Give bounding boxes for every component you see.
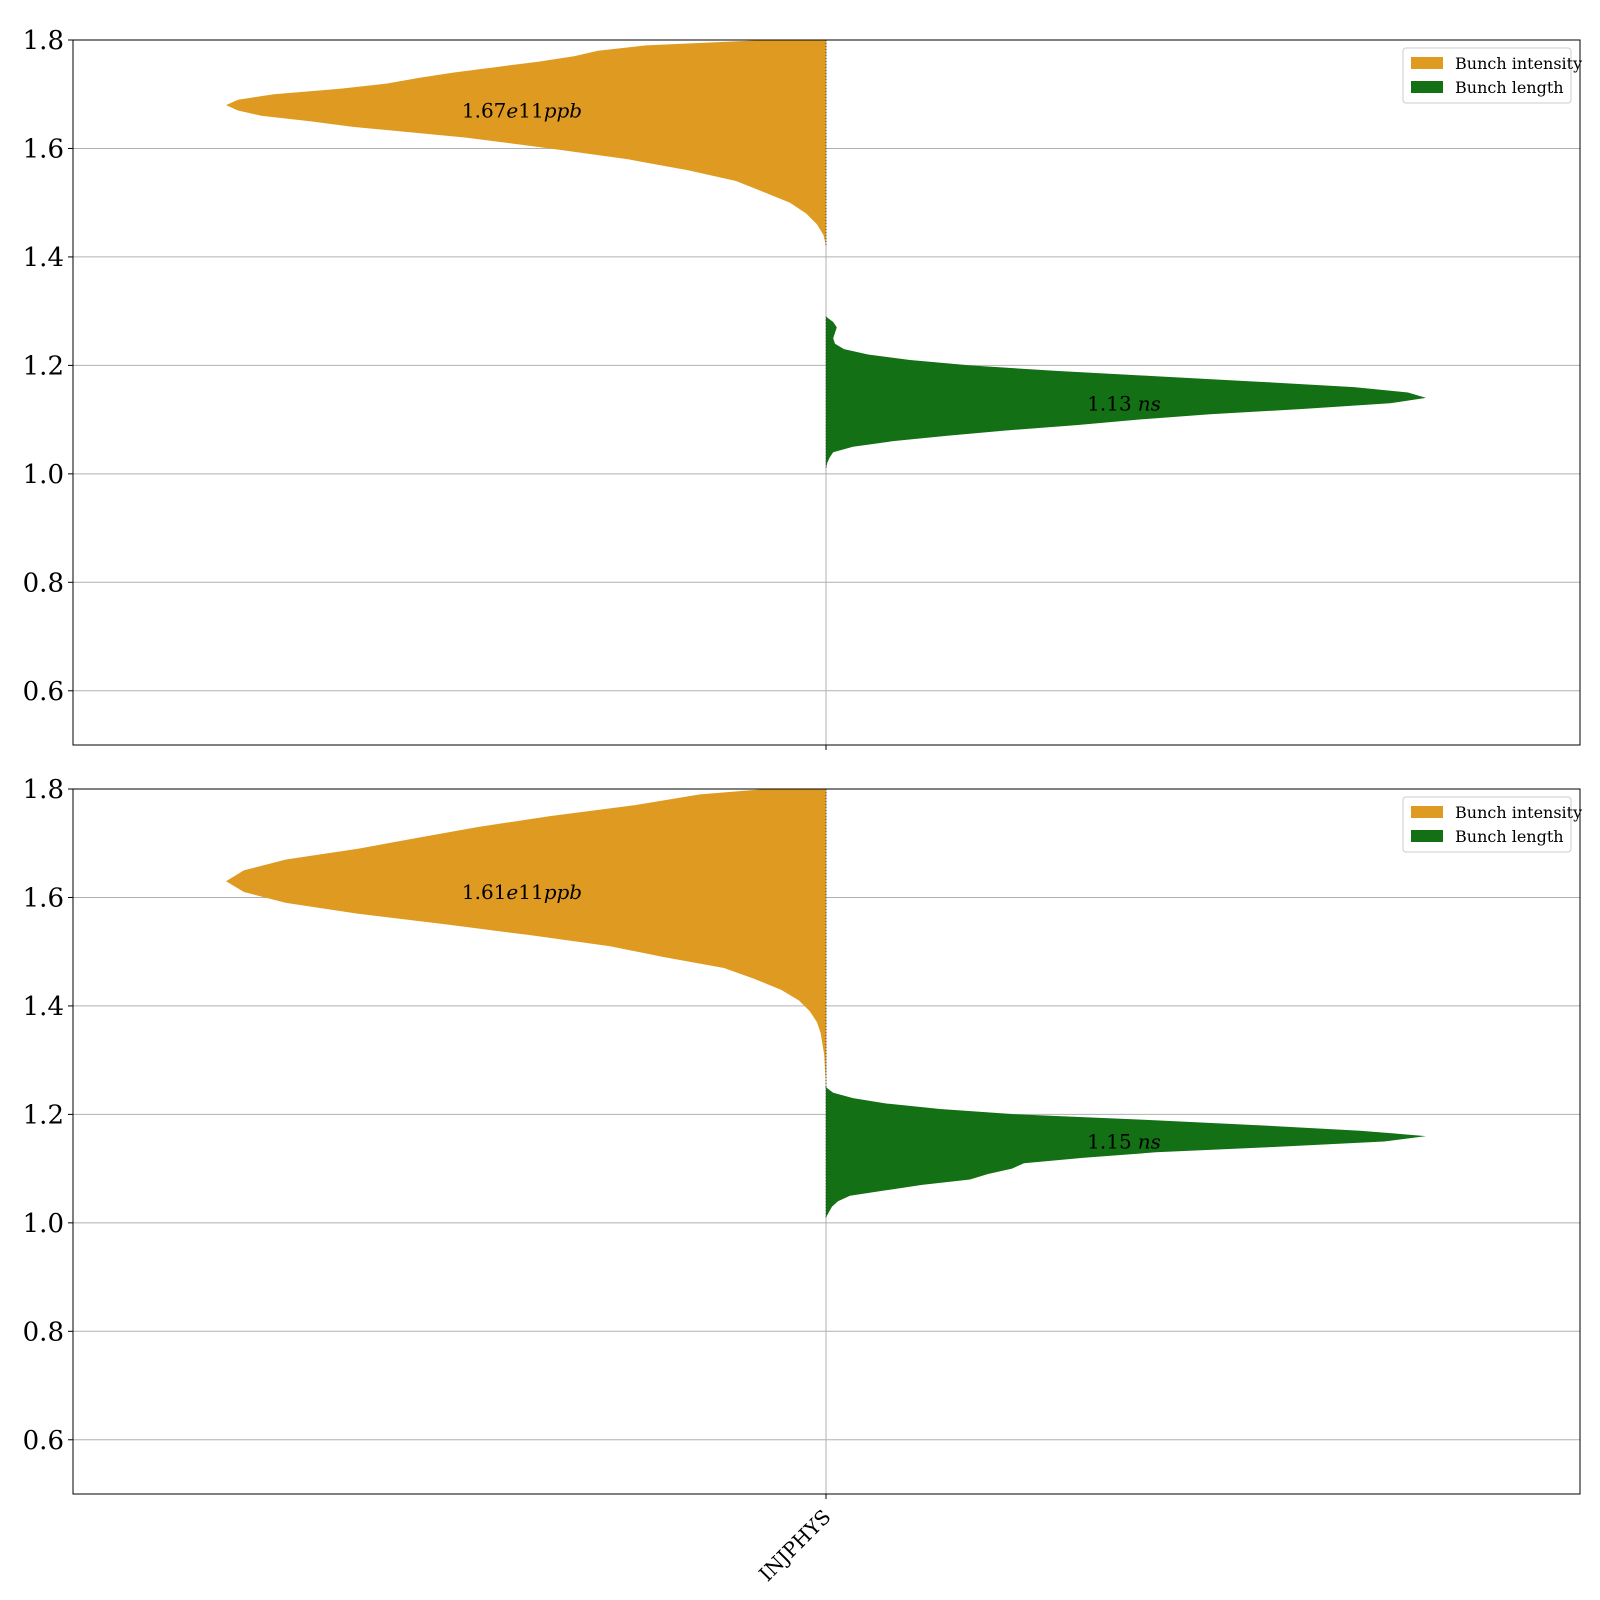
value-annotation: 1.61e11ppb — [462, 880, 582, 904]
value-annotation: 1.13 ns — [1087, 391, 1161, 415]
chart-panel-1: 1.67e11ppb 1.13 ns 0.6 0.8 1.0 1.2 1.4 1.6 1.8 Bun… — [23, 26, 1582, 750]
violin-group — [226, 40, 1426, 469]
chart-panel-2: 1.61e11ppb 1.15 ns 0.6 0.8 1.0 1.2 1.4 1.6 1.8 INJ… — [23, 775, 1583, 1586]
y-tick-label: 0.6 — [23, 1426, 64, 1456]
legend-label: Bunch length — [1455, 827, 1564, 846]
y-tick-label: 1.6 — [23, 883, 64, 913]
legend: Bunch intensity Bunch length — [1402, 796, 1582, 853]
y-tick-label: 1.4 — [23, 992, 64, 1022]
violin-right-half — [826, 1087, 1426, 1218]
y-tick-label: 1.2 — [23, 351, 64, 381]
x-tick-label: INJPHYS — [754, 1505, 835, 1586]
legend: Bunch intensity Bunch length — [1402, 47, 1582, 104]
legend-swatch — [1411, 81, 1443, 93]
violin-left-half — [226, 40, 826, 247]
violin-right-half — [826, 316, 1426, 469]
y-tick-label: 1.8 — [23, 26, 64, 56]
legend-box — [1402, 47, 1572, 104]
violin-left-half — [226, 789, 826, 1088]
violin-group — [226, 789, 1426, 1218]
legend-swatch — [1411, 830, 1443, 842]
y-tick-label: 1.2 — [23, 1100, 64, 1130]
legend-swatch — [1411, 806, 1443, 818]
legend-box — [1402, 796, 1572, 853]
value-annotation: 1.15 ns — [1087, 1130, 1161, 1154]
value-annotation: 1.67e11ppb — [462, 99, 582, 123]
y-tick-label: 1.4 — [23, 243, 64, 273]
y-tick-label: 1.6 — [23, 134, 64, 164]
legend-swatch — [1411, 57, 1443, 69]
y-tick-label: 1.0 — [23, 460, 64, 490]
y-tick-label: 1.0 — [23, 1209, 64, 1239]
y-tick-label: 0.6 — [23, 677, 64, 707]
y-tick-label: 0.8 — [23, 1317, 64, 1347]
y-tick-label: 1.8 — [23, 775, 64, 805]
y-tick-label: 0.8 — [23, 568, 64, 598]
legend-label: Bunch length — [1455, 78, 1564, 97]
legend-label: Bunch intensity — [1455, 803, 1582, 822]
legend-label: Bunch intensity — [1455, 54, 1582, 73]
